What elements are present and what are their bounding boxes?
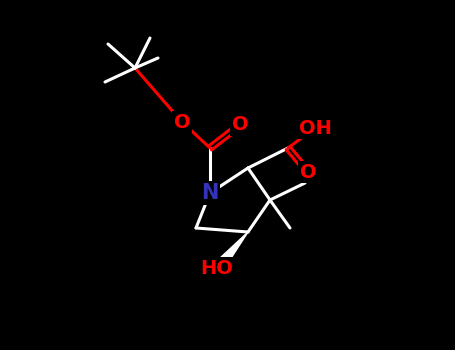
Text: O: O <box>174 112 190 132</box>
Text: OH: OH <box>298 119 331 138</box>
Text: HO: HO <box>201 259 233 278</box>
Polygon shape <box>218 232 248 266</box>
Text: O: O <box>232 116 248 134</box>
Text: N: N <box>201 183 219 203</box>
Text: O: O <box>300 162 316 182</box>
